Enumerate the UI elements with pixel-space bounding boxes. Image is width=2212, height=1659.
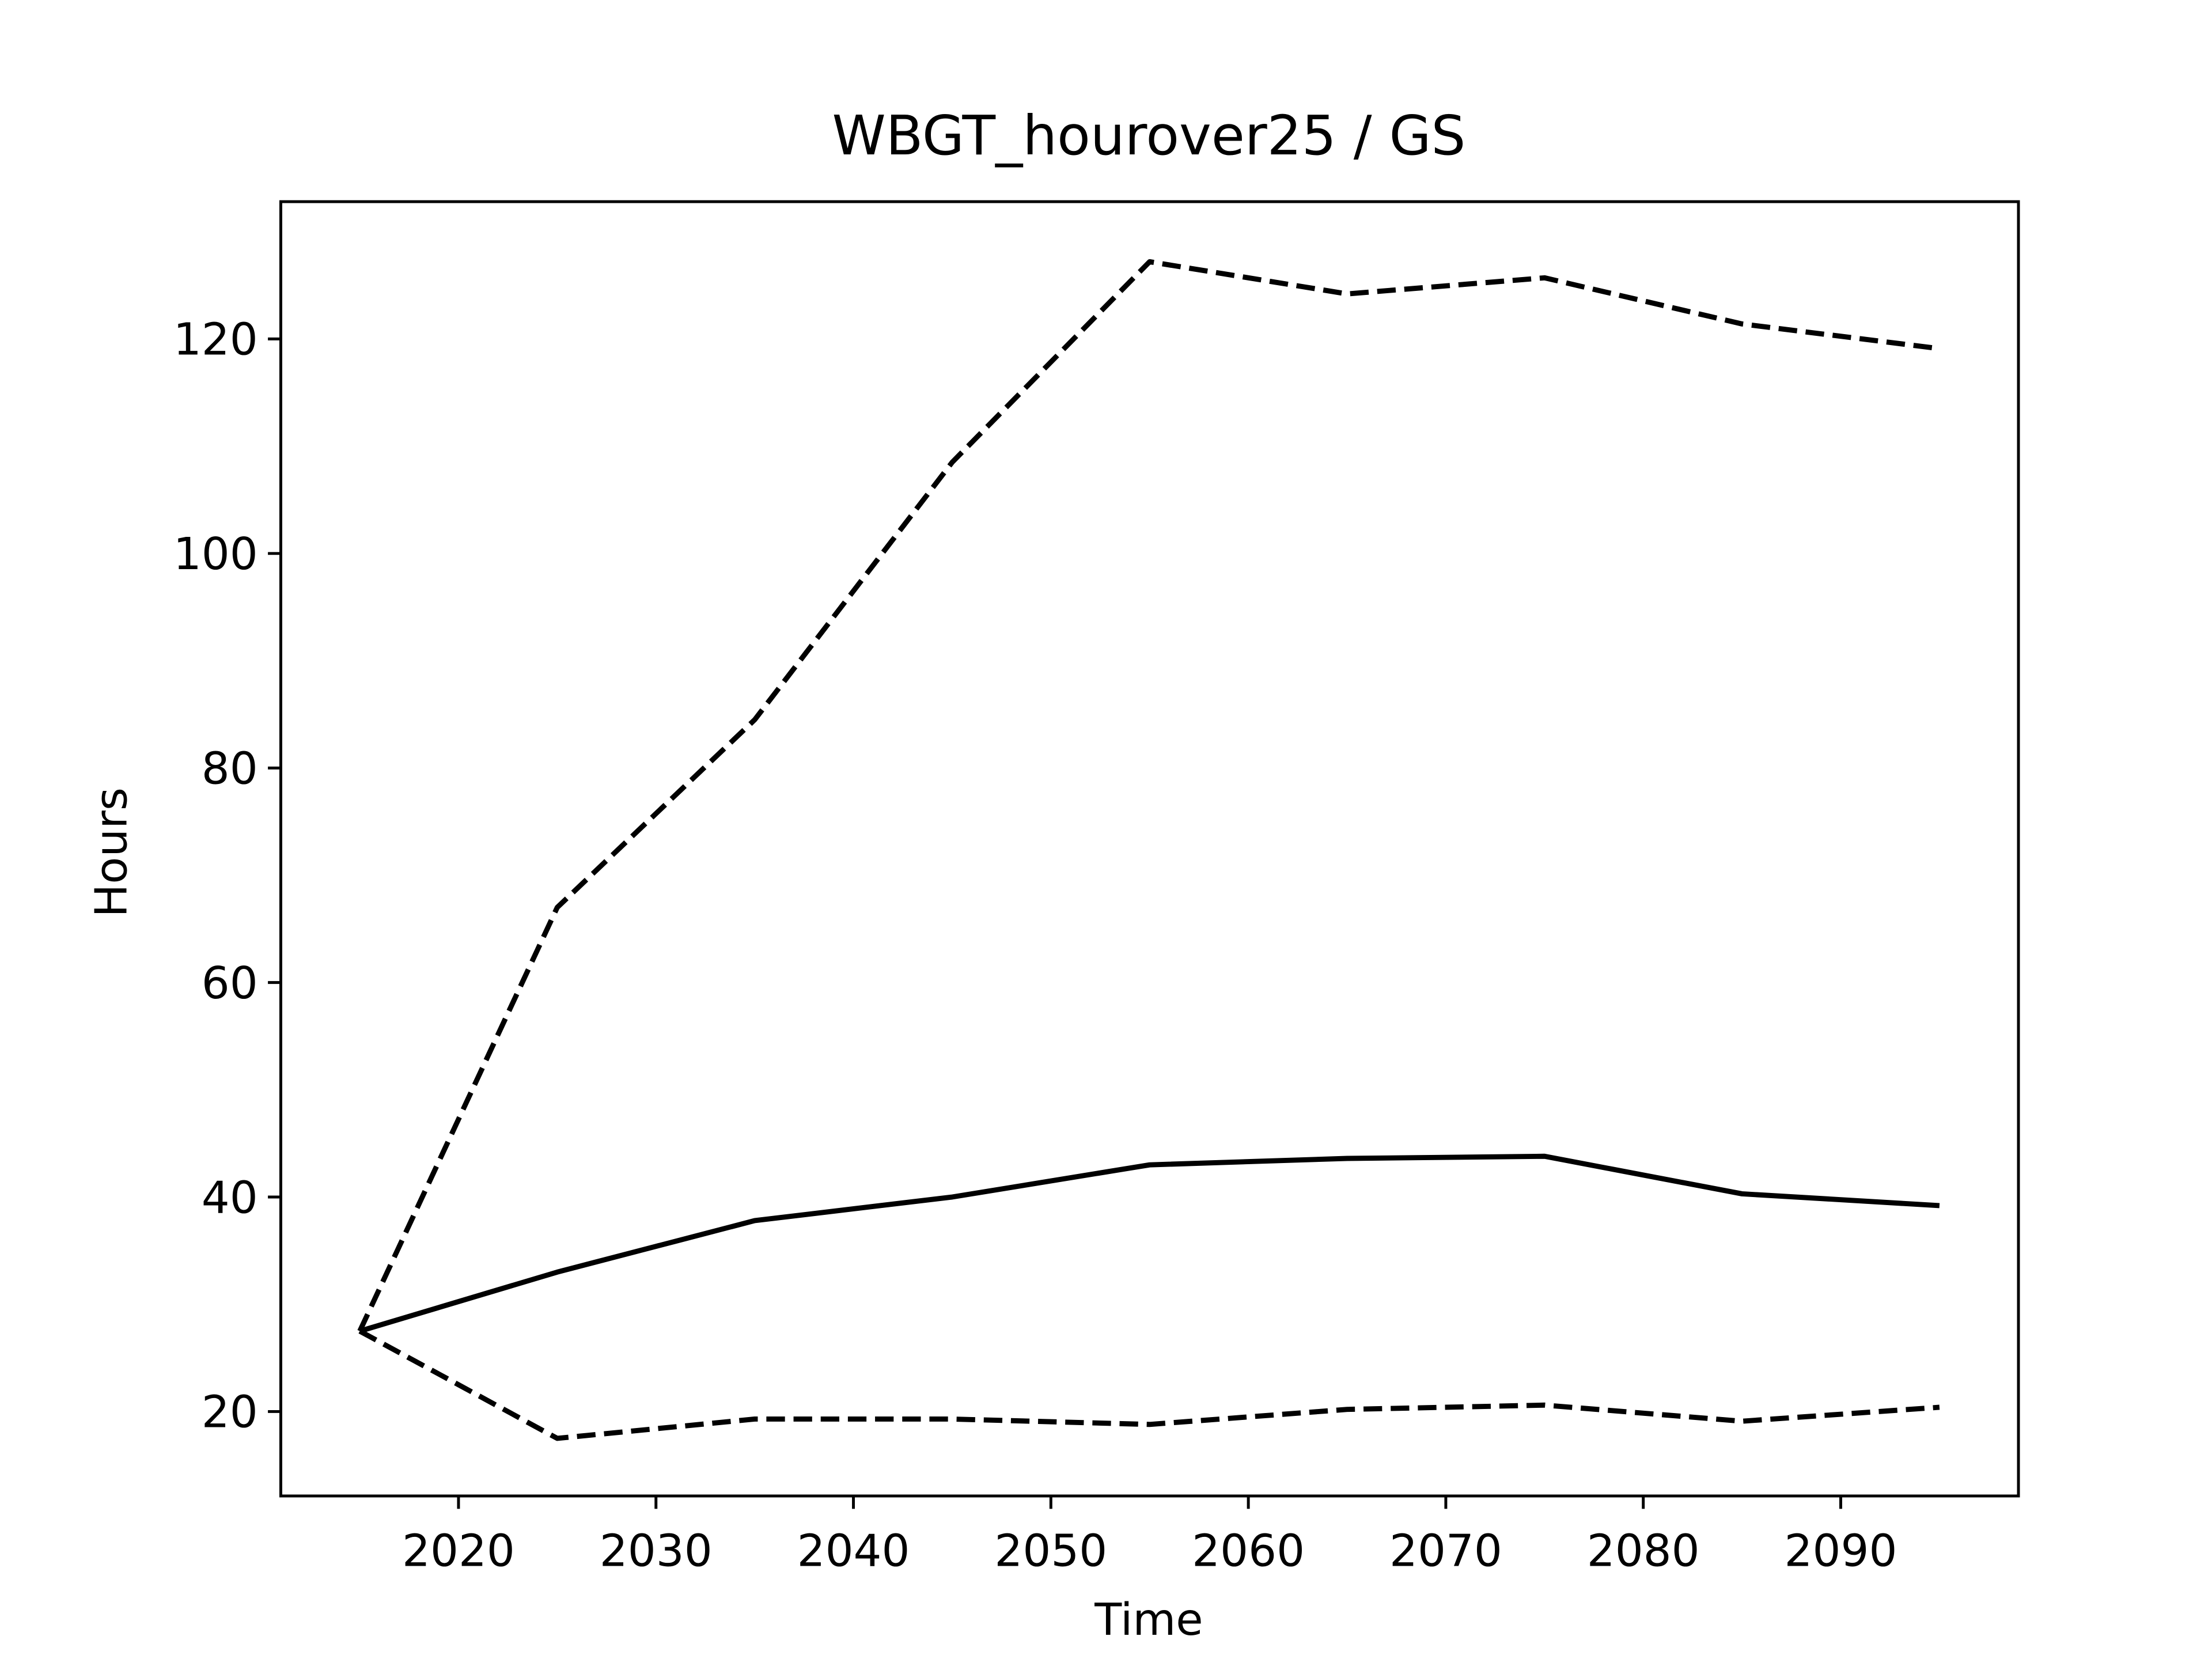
y-tick-label: 100 <box>173 529 258 580</box>
plot-frame <box>279 200 2020 1498</box>
x-tick-label: 2080 <box>1587 1526 1700 1577</box>
line-series <box>359 1153 1940 1334</box>
x-tick-label: 2060 <box>1192 1526 1305 1577</box>
x-tick-label: 2040 <box>797 1526 910 1577</box>
x-tick-label: 2020 <box>402 1526 515 1577</box>
line-series <box>357 259 1940 1332</box>
y-tick-label: 120 <box>173 315 258 366</box>
x-tick-label: 2030 <box>600 1526 713 1577</box>
x-tick-label: 2050 <box>994 1526 1107 1577</box>
y-axis-label: Hours <box>86 787 137 917</box>
x-tick-label: 2090 <box>1785 1526 1897 1577</box>
y-tick-label: 20 <box>202 1387 258 1438</box>
chart-title: WBGT_hourover25 / GS <box>832 104 1466 168</box>
y-tick-label: 40 <box>202 1172 258 1224</box>
x-axis-label: Time <box>1094 1594 1203 1646</box>
x-tick-label: 2070 <box>1389 1526 1502 1577</box>
line-series <box>358 1328 1940 1441</box>
y-tick-label: 60 <box>202 958 258 1009</box>
y-tick-label: 80 <box>202 744 258 795</box>
